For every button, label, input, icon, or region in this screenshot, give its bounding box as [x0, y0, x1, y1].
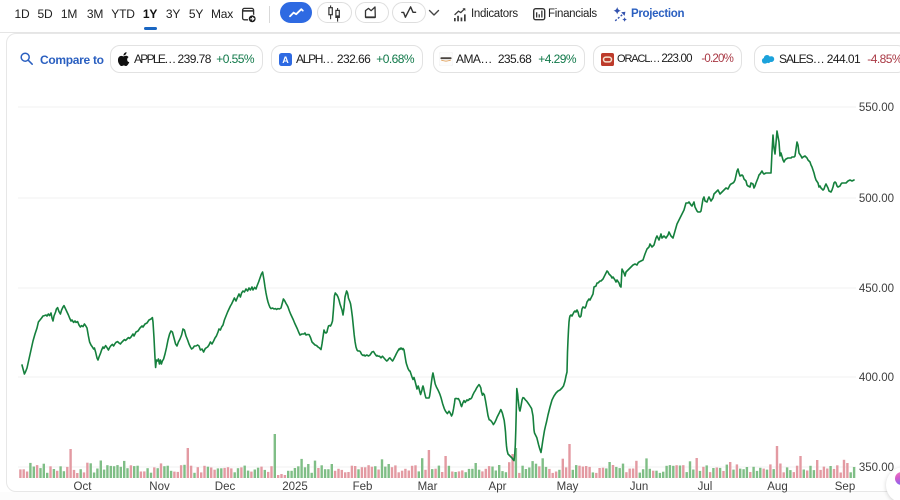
svg-text:Apr: Apr [489, 481, 507, 493]
svg-text:Dec: Dec [215, 481, 236, 493]
svg-text:550.00: 550.00 [859, 102, 894, 114]
svg-text:2025: 2025 [282, 481, 308, 493]
svg-text:Mar: Mar [418, 481, 438, 493]
svg-text:500.00: 500.00 [859, 193, 894, 205]
svg-text:400.00: 400.00 [859, 372, 894, 384]
svg-text:Aug: Aug [767, 481, 787, 493]
svg-text:Sep: Sep [835, 481, 855, 493]
svg-text:Nov: Nov [149, 481, 170, 493]
svg-text:Oct: Oct [74, 481, 93, 493]
svg-text:A: A [282, 54, 289, 64]
svg-text:May: May [557, 481, 579, 493]
svg-text:Jul: Jul [698, 481, 713, 493]
svg-text:350.00: 350.00 [859, 462, 894, 474]
svg-text:Feb: Feb [353, 481, 373, 493]
svg-text:450.00: 450.00 [859, 283, 894, 295]
svg-text:Jun: Jun [630, 481, 649, 493]
